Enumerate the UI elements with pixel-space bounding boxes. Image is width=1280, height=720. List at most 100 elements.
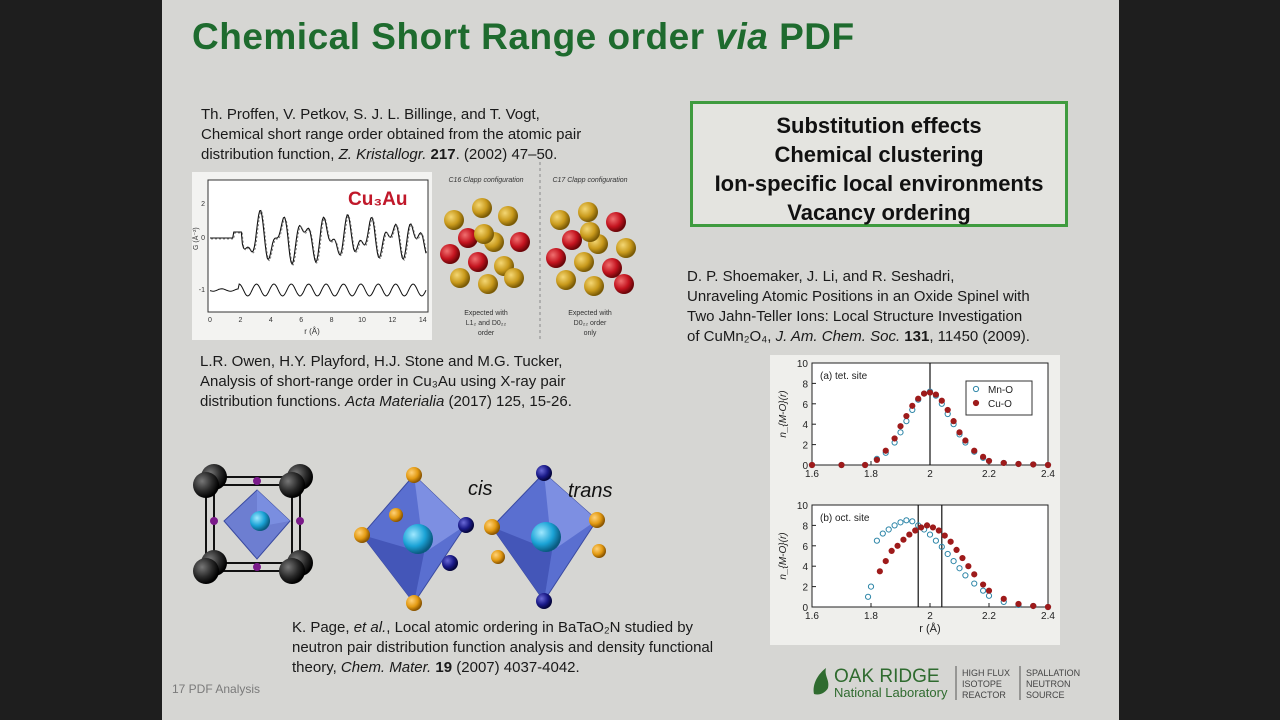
- data-point: [923, 522, 931, 529]
- gr-ticks: 0 2 4 6 8 10 12 14 2 0 -1: [199, 201, 427, 324]
- data-point: [909, 518, 916, 525]
- gr-curves: [209, 209, 428, 297]
- gr-ytick: -1: [199, 287, 205, 294]
- y-tick-label: 8: [802, 521, 808, 532]
- cu-atom: [440, 244, 460, 264]
- legend-marker: [972, 385, 980, 393]
- x-tick-label: 2: [927, 611, 933, 622]
- data-point: [906, 531, 913, 538]
- y-tick-label: 2: [802, 441, 808, 452]
- data-point: [985, 587, 993, 594]
- data-point: [941, 532, 948, 539]
- hfir-line2: ISOTOPE: [962, 679, 1002, 689]
- cis-label: cis: [468, 478, 492, 500]
- x-tick-label: 2.4: [1041, 469, 1055, 480]
- legend-label: Cu-O: [988, 399, 1012, 410]
- data-point: [971, 447, 978, 454]
- au-atom: [450, 268, 470, 288]
- gr-curve-difference: [209, 283, 427, 297]
- au-atom: [444, 210, 464, 230]
- au-atom: [504, 268, 524, 288]
- cu-atom: [614, 274, 634, 294]
- gr-ytick: 0: [201, 235, 205, 242]
- data-point: [873, 537, 881, 544]
- data-point: [953, 546, 960, 553]
- chart-panel-label: (b) oct. site: [820, 513, 870, 524]
- data-point: [915, 395, 922, 402]
- data-point: [926, 531, 934, 538]
- series-Cu-O: [808, 389, 1052, 469]
- y-tick-label: 6: [802, 542, 808, 553]
- clapp-left-bottom3: order: [478, 330, 495, 337]
- chart-panel-label: (a) tet. site: [820, 371, 868, 382]
- legend-label: Mn-O: [988, 385, 1013, 396]
- data-point: [956, 429, 963, 436]
- cluster-c17: [546, 202, 636, 296]
- data-point: [932, 537, 939, 544]
- reference-page: K. Page, et al., Local atomic ordering i…: [292, 619, 714, 676]
- legend-marker: [972, 399, 980, 407]
- y-tick-label: 4: [802, 420, 808, 431]
- data-point: [935, 527, 942, 534]
- x-tick-label: 2.4: [1041, 611, 1055, 622]
- chart-ylabel: n_{M-O}(r): [778, 390, 789, 437]
- data-point: [1030, 461, 1037, 468]
- au-atom: [556, 270, 576, 290]
- data-point: [985, 457, 993, 465]
- data-point: [929, 524, 937, 531]
- cu-atom: [468, 252, 488, 272]
- gr-xtick: 6: [299, 317, 303, 324]
- data-point: [959, 554, 966, 562]
- data-point: [944, 406, 951, 414]
- data-point: [932, 391, 939, 398]
- topic-item: Ion-specific local environments: [714, 171, 1044, 196]
- data-point: [876, 568, 883, 575]
- cu-atom: [562, 230, 582, 250]
- data-point: [944, 550, 951, 558]
- series-Cu-O: [876, 522, 1052, 611]
- data-point: [903, 412, 910, 420]
- data-point: [980, 453, 987, 460]
- data-point: [1044, 461, 1052, 469]
- data-point: [864, 593, 872, 600]
- data-point: [962, 572, 969, 579]
- sns-line1: SPALLATION: [1026, 668, 1080, 678]
- au-atom: [578, 202, 598, 222]
- perovskite-cell: [193, 464, 313, 584]
- data-point: [882, 558, 889, 565]
- data-point: [947, 538, 954, 545]
- au-atom: [474, 224, 494, 244]
- data-point: [897, 429, 904, 436]
- gr-curve-fit: [211, 211, 428, 266]
- x-tick-label: 2.2: [982, 469, 996, 480]
- hfir-line1: HIGH FLUX: [962, 668, 1010, 678]
- cu-atom: [602, 258, 622, 278]
- data-point: [885, 526, 892, 533]
- cluster-c16: [440, 198, 530, 294]
- clapp-right-bottom1: Expected with: [568, 310, 612, 317]
- x-tick-label: 1.8: [864, 611, 878, 622]
- data-point: [894, 542, 901, 549]
- data-point: [1015, 600, 1022, 608]
- octahedra-structures: cis trans: [193, 464, 612, 611]
- data-point: [962, 437, 969, 444]
- gr-xtick: 2: [238, 317, 242, 324]
- y-tick-label: 10: [797, 501, 809, 512]
- y-tick-label: 6: [802, 400, 808, 411]
- data-point: [838, 461, 845, 469]
- clapp-right-bottom2: D0₂₂ order: [574, 320, 607, 327]
- gr-xlabel: r (Å): [304, 327, 320, 336]
- reference-shoemaker: D. P. Shoemaker, J. Li, and R. Seshadri,…: [687, 268, 1030, 345]
- x-tick-label: 1.6: [805, 611, 819, 622]
- data-point: [891, 435, 898, 442]
- au-atom: [472, 198, 492, 218]
- clapp-left-bottom1: Expected with: [464, 310, 508, 317]
- data-point: [1000, 459, 1007, 467]
- data-point: [971, 580, 978, 587]
- data-point: [956, 565, 963, 572]
- au-atom: [580, 222, 600, 242]
- cis-octahedron: cis: [354, 467, 492, 611]
- nmo-charts: 1.6 1.8 2 2.2 2.4 0 2 4 6 8 10 n_{M-O}(r) (a) tet. s…: [770, 355, 1060, 645]
- y-tick-label: 10: [797, 359, 809, 370]
- x-tick-label: 1.6: [805, 469, 819, 480]
